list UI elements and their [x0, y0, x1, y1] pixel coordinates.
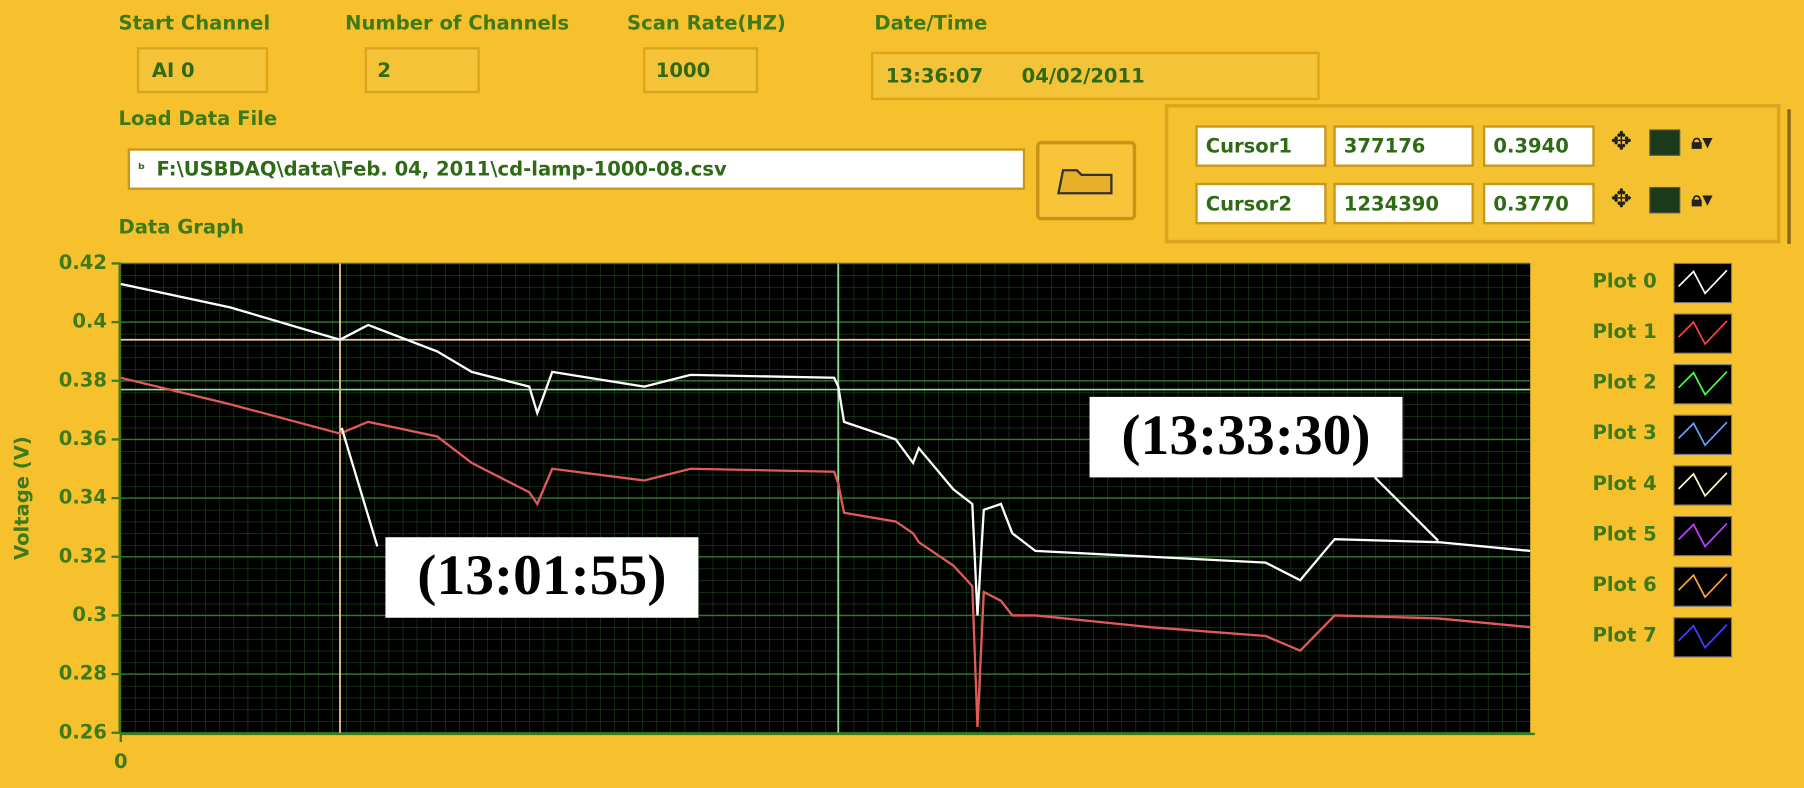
legend-swatch	[1673, 465, 1733, 506]
label: Scan Rate(HZ)	[627, 12, 786, 35]
annotation-box	[1089, 396, 1403, 478]
graph-title: Data Graph	[119, 215, 245, 238]
legend-label: Plot 4	[1593, 472, 1657, 495]
y-tick-label: 0.4	[72, 310, 107, 333]
series-line	[120, 282, 1531, 616]
label: Number of Channels	[345, 12, 569, 35]
legend-glyph	[1677, 269, 1728, 295]
annotation: (13:01:55)	[417, 544, 666, 607]
legend-swatch	[1673, 617, 1733, 658]
series-line	[120, 376, 1531, 727]
legend-glyph	[1677, 522, 1728, 548]
path-field[interactable]	[127, 148, 1026, 190]
legend-glyph	[1677, 472, 1728, 498]
annotation-box	[385, 537, 699, 618]
legend-swatch	[1673, 566, 1733, 607]
cursor-x: 377176	[1344, 135, 1426, 158]
legend-swatch	[1673, 364, 1733, 405]
label: Date/Time	[874, 12, 987, 35]
legend-glyph	[1677, 320, 1728, 346]
y-tick-label: 0.3	[72, 603, 107, 626]
cursor-style-icon[interactable]	[1649, 186, 1681, 214]
legend-glyph	[1677, 421, 1728, 447]
y-tick-label: 0.42	[59, 251, 107, 274]
cursor-y: 0.3770	[1493, 192, 1568, 215]
legend-swatch	[1673, 414, 1733, 455]
cursor-name: Cursor1	[1206, 135, 1292, 158]
date: 04/02/2011	[1022, 65, 1145, 88]
cursor-x-field	[1333, 182, 1474, 225]
legend-label: Plot 0	[1593, 269, 1657, 292]
y-tick-label: 0.26	[59, 720, 107, 743]
legend-swatch	[1673, 515, 1733, 557]
path-value: F:\USBDAQ\data\Feb. 04, 2011\cd-lamp-100…	[156, 158, 727, 181]
legend-glyph	[1677, 370, 1728, 397]
y-tick-label: 0.38	[59, 368, 107, 391]
field-value: 2	[377, 59, 391, 82]
annotation: (13:33:30)	[1121, 404, 1370, 467]
legend-label: Plot 7	[1593, 624, 1657, 647]
cursor-x-field	[1333, 125, 1474, 167]
y-tick-label: 0.36	[59, 427, 107, 450]
leader-line	[1374, 476, 1439, 542]
y-tick-label: 0.32	[59, 544, 107, 567]
field[interactable]	[136, 47, 269, 94]
path-icon: ᵇ	[138, 160, 145, 178]
leader-line	[340, 427, 379, 547]
legend-label: Plot 1	[1593, 320, 1657, 343]
cursor-name: Cursor2	[1206, 192, 1292, 215]
cursor-name-field[interactable]	[1195, 182, 1327, 225]
cursor-name-field[interactable]	[1195, 125, 1327, 167]
cursor-y-field	[1483, 182, 1595, 225]
y-axis-label: Voltage (V)	[11, 436, 34, 560]
field-value: AI 0	[152, 59, 195, 82]
cursor-y: 0.3940	[1493, 135, 1568, 158]
field-value: 1000	[656, 59, 710, 82]
cursor-y-field	[1483, 125, 1595, 167]
label: Start Channel	[119, 12, 271, 35]
folder-icon	[1057, 169, 1113, 195]
field	[870, 51, 1320, 101]
cursor-x: 1234390	[1344, 192, 1439, 215]
move-icon: ✥	[1611, 127, 1632, 156]
lock-icon: 🔒︎▾	[1691, 187, 1713, 211]
legend-label: Plot 3	[1593, 421, 1657, 444]
legend-label: Plot 2	[1593, 371, 1657, 394]
legend-glyph	[1677, 573, 1728, 599]
lock-icon: 🔒︎▾	[1691, 130, 1713, 154]
legend-swatch	[1673, 262, 1733, 304]
y-tick-label: 0.28	[59, 662, 107, 685]
cursor-style-icon[interactable]	[1649, 129, 1681, 156]
x-tick-label: 0	[114, 750, 128, 773]
legend-swatch	[1673, 313, 1733, 354]
legend-label: Plot 5	[1593, 522, 1657, 545]
y-tick-label: 0.34	[59, 486, 107, 509]
field[interactable]	[364, 47, 480, 94]
label: Load Data File	[119, 107, 278, 130]
legend-label: Plot 6	[1593, 573, 1657, 596]
move-icon: ✥	[1611, 184, 1632, 213]
time: 13:36:07	[886, 65, 983, 88]
field[interactable]	[643, 47, 759, 94]
legend-glyph	[1677, 624, 1728, 650]
